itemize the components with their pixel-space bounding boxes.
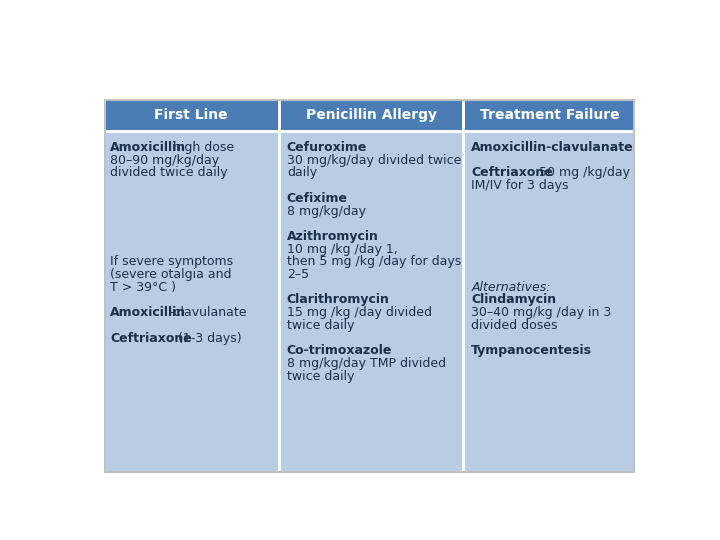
- Text: If severe symptoms: If severe symptoms: [110, 255, 233, 268]
- Bar: [281, 99, 462, 130]
- Text: 30–40 mg/kg /day in 3: 30–40 mg/kg /day in 3: [472, 306, 611, 319]
- Text: Amoxicillin: Amoxicillin: [110, 306, 186, 319]
- Text: twice daily: twice daily: [287, 319, 354, 332]
- Text: divided doses: divided doses: [472, 319, 558, 332]
- Bar: [104, 133, 277, 473]
- Bar: [104, 471, 635, 473]
- Text: daily: daily: [287, 166, 317, 179]
- Text: twice daily: twice daily: [287, 370, 354, 383]
- Text: 2–5: 2–5: [287, 268, 309, 281]
- Text: 10 mg /kg /day 1,: 10 mg /kg /day 1,: [287, 242, 397, 255]
- Text: First Line: First Line: [154, 108, 228, 122]
- Text: Alternatives:: Alternatives:: [472, 281, 551, 294]
- Text: then 5 mg /kg /day for days: then 5 mg /kg /day for days: [287, 255, 461, 268]
- Text: high dose: high dose: [169, 141, 234, 154]
- Text: (severe otalgia and: (severe otalgia and: [110, 268, 232, 281]
- Text: Clarithromycin: Clarithromycin: [287, 294, 390, 307]
- Bar: [462, 133, 465, 473]
- Text: Co-trimoxazole: Co-trimoxazole: [287, 345, 392, 357]
- Text: Ceftriaxone: Ceftriaxone: [472, 166, 553, 179]
- Bar: [465, 99, 635, 130]
- Bar: [104, 99, 635, 101]
- Bar: [465, 133, 635, 473]
- Text: Ceftriaxone: Ceftriaxone: [110, 332, 192, 345]
- Bar: [634, 99, 635, 473]
- Text: Azithromycin: Azithromycin: [287, 230, 379, 243]
- Text: 30 mg/kg/day divided twice: 30 mg/kg/day divided twice: [287, 154, 462, 167]
- Text: (1-3 days): (1-3 days): [174, 332, 241, 345]
- Text: 50 mg /kg/day: 50 mg /kg/day: [535, 166, 630, 179]
- Text: -clavulanate: -clavulanate: [169, 306, 247, 319]
- Text: divided twice daily: divided twice daily: [110, 166, 228, 179]
- Text: Clindamycin: Clindamycin: [472, 294, 557, 307]
- Bar: [462, 99, 465, 130]
- Text: 80–90 mg/kg/day: 80–90 mg/kg/day: [110, 154, 220, 167]
- Text: 8 mg/kg/day TMP divided: 8 mg/kg/day TMP divided: [287, 357, 446, 370]
- Text: Cefixime: Cefixime: [287, 192, 348, 205]
- Text: Penicillin Allergy: Penicillin Allergy: [306, 108, 437, 122]
- Text: IM/IV for 3 days: IM/IV for 3 days: [472, 179, 569, 192]
- Text: 15 mg /kg /day divided: 15 mg /kg /day divided: [287, 306, 432, 319]
- Bar: [104, 130, 635, 133]
- Bar: [277, 133, 281, 473]
- Text: Amoxicillin-clavulanate: Amoxicillin-clavulanate: [472, 141, 634, 154]
- Bar: [281, 133, 462, 473]
- Bar: [104, 99, 635, 473]
- Text: 8 mg/kg/day: 8 mg/kg/day: [287, 205, 366, 218]
- Bar: [277, 99, 281, 130]
- Bar: [104, 99, 277, 130]
- Text: T > 39°C ): T > 39°C ): [110, 281, 176, 294]
- Bar: [104, 99, 106, 473]
- Text: Amoxicillin: Amoxicillin: [110, 141, 186, 154]
- Text: Treatment Failure: Treatment Failure: [480, 108, 620, 122]
- Text: Tympanocentesis: Tympanocentesis: [472, 345, 593, 357]
- Text: Cefuroxime: Cefuroxime: [287, 141, 367, 154]
